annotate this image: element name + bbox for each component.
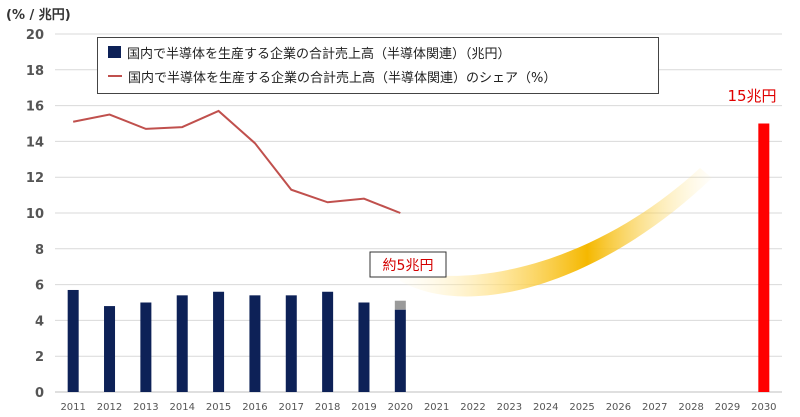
bar-estimate-segment [394, 300, 406, 310]
y-tick-label: 4 [35, 314, 44, 329]
annotations: 約5兆円 15兆円 [369, 87, 777, 278]
x-tick-label: 2022 [460, 402, 485, 413]
bar [394, 309, 406, 392]
legend-line-swatch [108, 75, 122, 77]
bar [104, 306, 116, 392]
y-axis-unit-label: (% / 兆円) [6, 8, 71, 23]
x-tick-label: 2025 [569, 402, 594, 413]
x-tick-label: 2016 [242, 402, 267, 413]
y-tick-label: 2 [35, 350, 44, 365]
x-tick-label: 2029 [715, 402, 740, 413]
y-tick-label: 8 [35, 243, 44, 258]
bar [322, 291, 334, 392]
x-tick-label: 2027 [642, 402, 667, 413]
y-axis-ticks: 0 2 4 6 8 10 12 14 16 18 20 [26, 28, 44, 401]
line-series [72, 109, 401, 214]
legend-item-line: 国内で半導体を生産する企業の合計売上高（半導体関連）のシェア（%） [108, 66, 556, 86]
x-tick-label: 2017 [279, 402, 304, 413]
legend-bar-swatch [108, 46, 121, 58]
y-tick-label: 16 [26, 100, 44, 115]
y-tick-label: 0 [35, 386, 44, 401]
x-tick-label: 2030 [751, 402, 776, 413]
x-axis-ticks: 2011 2012 2013 2014 2015 2016 2017 2018 2019 2020… [60, 402, 776, 413]
x-tick-label: 2023 [497, 402, 522, 413]
x-tick-label: 2013 [133, 402, 158, 413]
y-tick-label: 14 [26, 135, 44, 150]
bar [358, 302, 370, 392]
bar [285, 295, 297, 392]
x-tick-label: 2028 [678, 402, 703, 413]
x-tick-label: 2014 [169, 402, 194, 413]
bar [140, 302, 152, 392]
x-tick-label: 2019 [351, 402, 376, 413]
y-tick-label: 6 [35, 279, 44, 294]
current-value-callout-box [369, 251, 447, 278]
target-bar [758, 123, 770, 392]
y-tick-label: 18 [26, 64, 44, 79]
line-series-path [72, 109, 401, 214]
bar [176, 295, 188, 392]
legend-item-bar: 国内で半導体を生産する企業の合計売上高（半導体関連）（兆円） [108, 42, 511, 62]
bar [67, 289, 79, 392]
current-value-callout: 約5兆円 [383, 258, 434, 274]
x-tick-label: 2026 [606, 402, 631, 413]
legend: 国内で半導体を生産する企業の合計売上高（半導体関連）（兆円） 国内で半導体を生産… [97, 37, 659, 94]
growth-arrow [400, 168, 712, 297]
x-tick-label: 2015 [206, 402, 231, 413]
x-tick-label: 2024 [533, 402, 558, 413]
y-tick-label: 12 [26, 171, 44, 186]
y-tick-label: 20 [26, 28, 44, 43]
bar [213, 291, 225, 392]
y-tick-label: 10 [26, 207, 44, 222]
x-tick-label: 2020 [388, 402, 413, 413]
x-tick-label: 2011 [60, 402, 85, 413]
target-value-label: 15兆円 [727, 87, 776, 105]
x-tick-label: 2012 [97, 402, 122, 413]
x-tick-label: 2021 [424, 402, 449, 413]
bar [249, 295, 261, 392]
x-tick-label: 2018 [315, 402, 340, 413]
legend-bar-label: 国内で半導体を生産する企業の合計売上高（半導体関連）（兆円） [127, 46, 511, 62]
legend-line-label: 国内で半導体を生産する企業の合計売上高（半導体関連）のシェア（%） [128, 70, 557, 86]
bar-series [67, 123, 770, 392]
